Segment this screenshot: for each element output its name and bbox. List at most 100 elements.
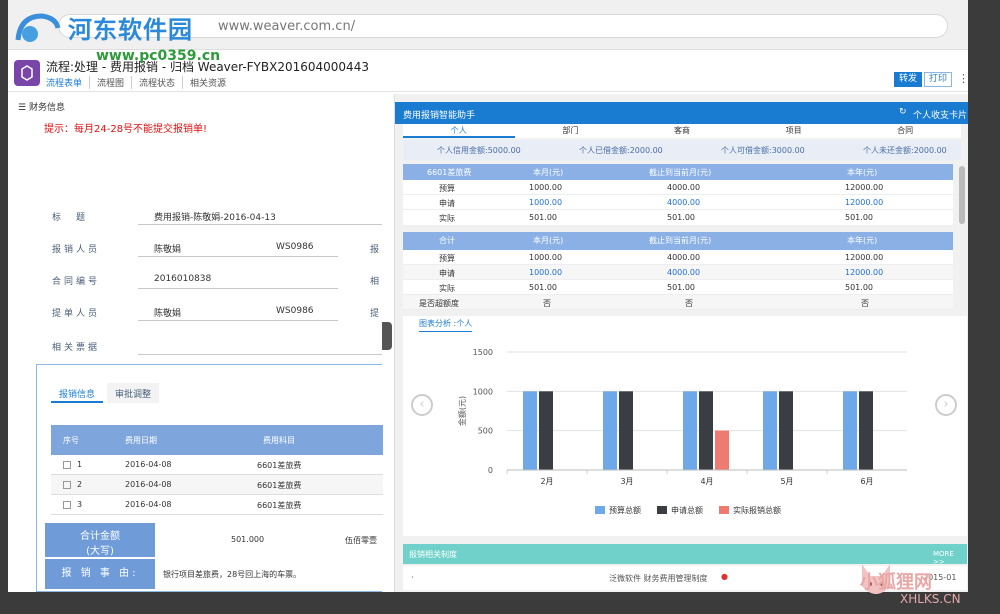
print-button[interactable]: 打印 bbox=[924, 72, 952, 87]
tab-project[interactable]: 项目 bbox=[785, 126, 802, 135]
contract-label: 合同编号 bbox=[52, 277, 101, 287]
policy-item[interactable]: 泛微软件 财务费用管理制度 bbox=[609, 574, 708, 583]
cell: 否 bbox=[861, 299, 869, 308]
tab-personal[interactable]: 个人 bbox=[403, 124, 515, 138]
table-row[interactable]: 1 2016-04-08 6601差旅费 bbox=[51, 455, 383, 475]
policy-header: 报销相关制度 MORE >> bbox=[403, 544, 967, 566]
chart-area: 图表分析 :个人 ‹ › 0 500 1000 1500 金额(元) 2月 3月 4月 5月 6月… bbox=[403, 316, 967, 536]
y-tick-label: 1500 bbox=[473, 348, 493, 357]
refresh-icon[interactable]: ↻ bbox=[899, 107, 907, 117]
submitter-code: WS0986 bbox=[276, 306, 314, 316]
th: 本月(元) bbox=[533, 168, 564, 177]
policy-date: 2015-01 bbox=[923, 573, 957, 582]
travel-table: 6601差旅费 本月(元) 截止到当前月(元) 本年(元) 预算 1000.00 4… bbox=[403, 164, 953, 226]
bar-0-3 bbox=[763, 391, 777, 470]
y-tick-label: 1000 bbox=[473, 387, 493, 396]
row-checkbox[interactable] bbox=[63, 481, 71, 489]
corner-watermark: 小狐狸网 bbox=[860, 572, 932, 593]
ticket-label: 相关票据 bbox=[52, 343, 101, 353]
cell: 501.00 bbox=[529, 213, 557, 222]
assistant-header: 费用报销智能助手 ↻ 个人收支卡片 bbox=[395, 102, 968, 124]
total-header: 合计 本月(元) 截止到当前月(元) 本年(元) bbox=[403, 232, 953, 250]
expense-panel: 报销信息 审批调整 序号 费用日期 费用科目 1 2016-04-08 6601… bbox=[36, 364, 383, 592]
row-no: 1 bbox=[77, 460, 83, 469]
tab-form[interactable]: 流程表单 bbox=[46, 76, 91, 89]
tab-flowchart[interactable]: 流程图 bbox=[90, 76, 133, 89]
tab-approval-adjust[interactable]: 审批调整 bbox=[107, 383, 160, 403]
bar-1-3 bbox=[779, 391, 793, 470]
table-row[interactable]: 3 2016-04-08 6601差旅费 bbox=[51, 495, 383, 515]
row-no: 2 bbox=[77, 480, 83, 489]
tab-department[interactable]: 部门 bbox=[562, 126, 579, 135]
card-label[interactable]: 个人收支卡片 bbox=[913, 111, 968, 121]
table-row: 实际 501.00 501.00 501.00 bbox=[403, 280, 953, 295]
fox-logo bbox=[862, 564, 890, 594]
sum-value: 501.000 bbox=[231, 535, 265, 544]
col-subject: 费用科目 bbox=[263, 436, 295, 445]
submitter-value[interactable]: 陈敬娟 bbox=[154, 309, 182, 319]
submitter-label: 提单人员 bbox=[52, 309, 101, 319]
contract-value[interactable]: 2016010838 bbox=[154, 274, 212, 284]
row-checkbox[interactable] bbox=[63, 461, 71, 469]
x-tick-label: 2月 bbox=[540, 477, 553, 486]
reporter-value[interactable]: 陈敬娟 bbox=[154, 245, 182, 255]
sum-label-line2: (大写) bbox=[86, 546, 114, 557]
forward-button[interactable]: 转发 bbox=[894, 72, 922, 87]
tab-contract[interactable]: 合同 bbox=[897, 126, 914, 135]
bullet-icon: · bbox=[411, 573, 414, 582]
tab-resources[interactable]: 相关资源 bbox=[190, 79, 227, 89]
th: 合计 bbox=[439, 236, 455, 245]
table-row[interactable]: 2 2016-04-08 6601差旅费 bbox=[51, 475, 383, 495]
assistant-tabs: 个人 部门 客商 项目 合同 bbox=[403, 124, 961, 138]
cell: 实际 bbox=[439, 214, 455, 223]
x-tick-label: 3月 bbox=[620, 477, 633, 486]
contract-extra: 相 bbox=[370, 277, 383, 287]
submitter-extra: 提 bbox=[370, 309, 383, 319]
more-icon[interactable]: ⋮ bbox=[958, 72, 968, 85]
legend-label: 实际报销总额 bbox=[733, 505, 781, 515]
borrowed-amount: 个人已借金额:2000.00 bbox=[579, 146, 663, 155]
row-checkbox[interactable] bbox=[63, 501, 71, 509]
scrollbar[interactable] bbox=[959, 166, 965, 224]
url-text[interactable]: www.weaver.com.cn/ bbox=[218, 19, 356, 34]
form-area: ☰ 财务信息 提示：每月24-28号不能提交报销单! 标 题 费用报销-陈敬娟-… bbox=[8, 94, 383, 592]
bar-1-1 bbox=[619, 391, 633, 470]
tab-expense-info[interactable]: 报销信息 bbox=[51, 383, 104, 403]
corner-watermark-en: XHLKS.CN bbox=[900, 592, 961, 606]
legend-swatch bbox=[657, 506, 667, 514]
row-date: 2016-04-08 bbox=[125, 460, 172, 469]
tab-merchant[interactable]: 客商 bbox=[673, 126, 690, 135]
cell: 12000.00 bbox=[845, 268, 884, 277]
credit-info: 个人信用金额:5000.00 个人已借金额:2000.00 个人可借金额:300… bbox=[403, 140, 961, 160]
bar-0-0 bbox=[523, 391, 537, 470]
page-title: 流程:处理 - 费用报销 - 归档 Weaver-FYBX20160400044… bbox=[46, 60, 369, 74]
new-dot-icon: ● bbox=[721, 572, 728, 581]
app-icon bbox=[14, 60, 40, 86]
col-date: 费用日期 bbox=[125, 436, 157, 445]
next-arrow-icon[interactable]: › bbox=[935, 394, 957, 416]
bar-0-1 bbox=[603, 391, 617, 470]
collapse-handle[interactable] bbox=[382, 322, 392, 350]
cell: 501.00 bbox=[845, 213, 873, 222]
browser-toolbar: www.weaver.com.cn/ bbox=[8, 0, 968, 50]
row-subject: 6601差旅费 bbox=[257, 501, 302, 510]
more-link[interactable]: MORE >> bbox=[933, 550, 954, 566]
th: 本月(元) bbox=[533, 236, 564, 245]
cell: 是否超额度 bbox=[419, 299, 459, 308]
th: 本年(元) bbox=[847, 236, 878, 245]
reason-value[interactable]: 银行项目差旅费，28号回上海的车票。 bbox=[163, 570, 302, 579]
divider bbox=[138, 354, 382, 355]
travel-header: 6601差旅费 本月(元) 截止到当前月(元) 本年(元) bbox=[403, 164, 953, 180]
tab-status[interactable]: 流程状态 bbox=[132, 76, 184, 89]
section-label: 财务信息 bbox=[28, 103, 65, 113]
sum-label-line1: 合计金额 bbox=[80, 531, 120, 542]
chart-tab[interactable]: 图表分析 :个人 bbox=[419, 318, 473, 332]
prev-arrow-icon[interactable]: ‹ bbox=[411, 394, 433, 416]
address-bar[interactable] bbox=[58, 14, 948, 38]
table-row: 申请 1000.00 4000.00 12000.00 bbox=[403, 195, 953, 210]
workflow-header: 流程:处理 - 费用报销 - 归档 Weaver-FYBX20160400044… bbox=[8, 52, 968, 92]
cell: 否 bbox=[543, 299, 551, 308]
cell: 实际 bbox=[439, 284, 455, 293]
title-value[interactable]: 费用报销-陈敬娟-2016-04-13 bbox=[154, 213, 276, 223]
